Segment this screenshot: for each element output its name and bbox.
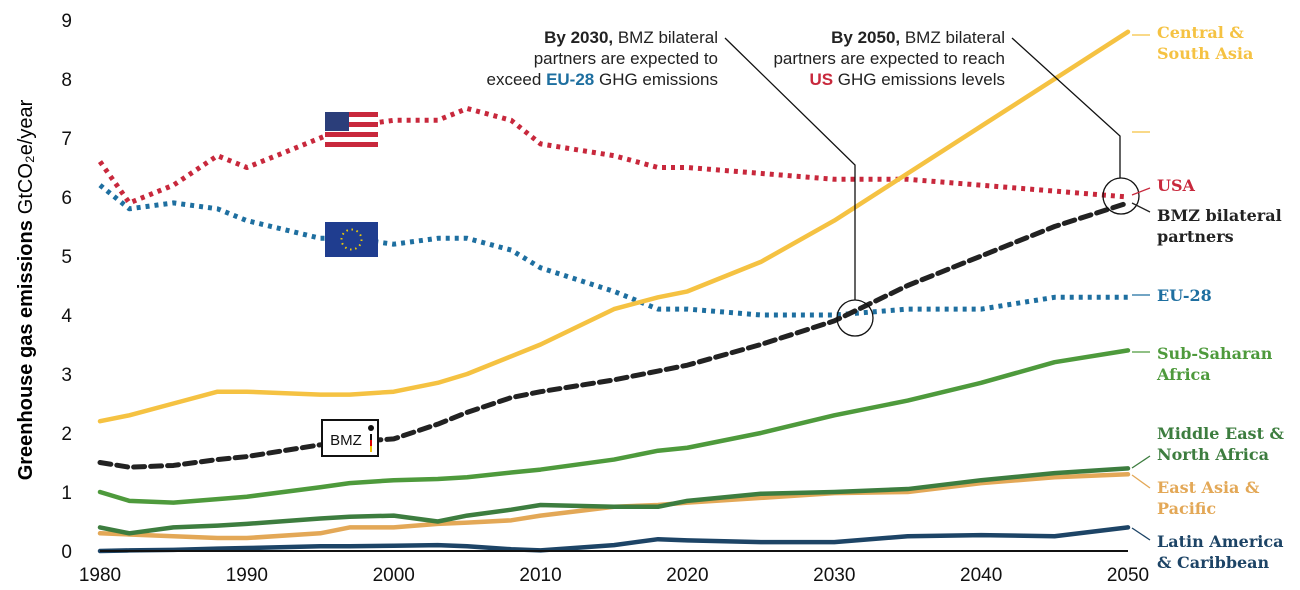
x-tick-label: 2010 [519, 565, 561, 586]
us-flag [325, 112, 378, 147]
bmz-text: BMZ [330, 432, 362, 449]
y-tick-label: 0 [61, 542, 72, 563]
annotation: By 2050, BMZ bilateral partners are expe… [765, 27, 1005, 90]
y-tick-label: 1 [61, 483, 72, 504]
x-tick-label: 1980 [79, 565, 121, 586]
annotation-part: BMZ bilateral partners are expected to r… [773, 28, 1005, 68]
eu-flag [325, 222, 378, 257]
annotation-part: By 2050, [831, 28, 901, 47]
highlight-circle [836, 299, 874, 337]
series-line [97, 525, 1131, 554]
y-tick-label: 8 [61, 70, 72, 91]
annotation-part: EU-28 [546, 70, 595, 89]
x-tick-label: 2000 [373, 565, 415, 586]
leader-line [724, 37, 856, 300]
series-label: BMZ bilateral partners [1157, 206, 1282, 246]
y-tick-label: 9 [61, 11, 72, 32]
series-line [97, 106, 1129, 206]
annotation-part: GHG emissions [594, 70, 718, 89]
leader-line [1011, 37, 1121, 178]
y-tick-label: 6 [61, 188, 72, 209]
series-label: East Asia & Pacific [1157, 478, 1260, 518]
y-axis-label: Greenhouse gas emissions GtCO₂e/year [15, 99, 37, 480]
highlight-circle [1102, 177, 1140, 215]
y-tick-label: 7 [61, 129, 72, 150]
y-tick-label: 3 [61, 365, 72, 386]
x-tick-label: 2040 [960, 565, 1002, 586]
x-tick-label: 2050 [1107, 565, 1149, 586]
y-axis-unit: GtCO₂e/year [15, 99, 37, 214]
series-label: Sub-Saharan Africa [1157, 344, 1273, 384]
annotation-part: By 2030, [544, 28, 614, 47]
series-line [97, 29, 1131, 424]
series-label: Latin America & Caribbean [1157, 532, 1284, 572]
annotation-part: BMZ bilateral partners are expected to e… [486, 28, 718, 89]
x-tick-label: 2030 [813, 565, 855, 586]
series-line [97, 466, 1131, 536]
series-label: Central & South Asia [1157, 23, 1254, 63]
x-tick-label: 2020 [666, 565, 708, 586]
label-connectors [1131, 34, 1151, 541]
series-label: Middle East & North Africa [1157, 424, 1284, 464]
annotation: By 2030, BMZ bilateral partners are expe… [478, 27, 718, 90]
series-line [98, 183, 1128, 318]
series-line [97, 200, 1131, 470]
series-line [97, 472, 1131, 541]
series-label: USA [1157, 176, 1195, 195]
y-tick-label: 4 [61, 306, 72, 327]
y-tick-label: 2 [61, 424, 72, 445]
x-tick-label: 1990 [226, 565, 268, 586]
y-axis-title: Greenhouse gas emissions [15, 220, 37, 480]
y-tick-label: 5 [61, 247, 72, 268]
bmz-logo: BMZ [321, 419, 379, 457]
series-line [97, 348, 1131, 505]
series-label: EU-28 [1157, 286, 1212, 305]
annotation-part: US [809, 70, 834, 89]
annotation-part: GHG emissions levels [833, 70, 1005, 89]
